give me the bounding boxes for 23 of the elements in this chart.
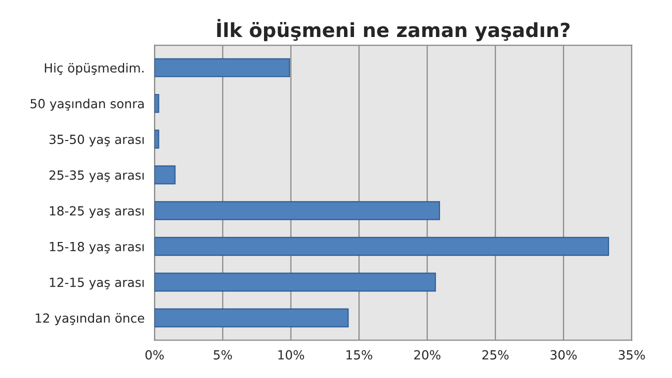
y-tick-label: 12-15 yaş arası (50, 278, 144, 290)
chart-title: İlk öpüşmeni ne zaman yaşadın? (217, 19, 570, 42)
x-tick-label: 30% (550, 350, 577, 360)
x-tick-label: 10% (278, 350, 304, 360)
bar (154, 272, 436, 292)
x-tick-label: 15% (346, 350, 372, 360)
x-tick-label: 35% (618, 350, 645, 360)
bar (154, 236, 610, 256)
x-tick-label: 0% (145, 350, 164, 360)
x-tick-label: 25% (482, 350, 509, 360)
x-tick-label: 5% (214, 350, 232, 360)
bar (154, 165, 176, 184)
y-tick-label: 12 yaşından önce (36, 313, 144, 326)
y-tick-label: 50 yaşından sonra (30, 98, 144, 111)
x-tick-label: 20% (414, 350, 440, 360)
bar (154, 201, 440, 220)
bar (154, 58, 290, 78)
y-tick-label: 15-18 yaş arası (50, 242, 144, 254)
y-tick-label: 25-35 yaş arası (49, 170, 144, 182)
y-tick-label: 18-25 yaş arası (50, 206, 144, 218)
y-tick-label: 35-50 yaş arası (50, 134, 144, 147)
bar (154, 308, 349, 328)
y-tick-label: Hiç öpüşmedim. (44, 62, 144, 76)
